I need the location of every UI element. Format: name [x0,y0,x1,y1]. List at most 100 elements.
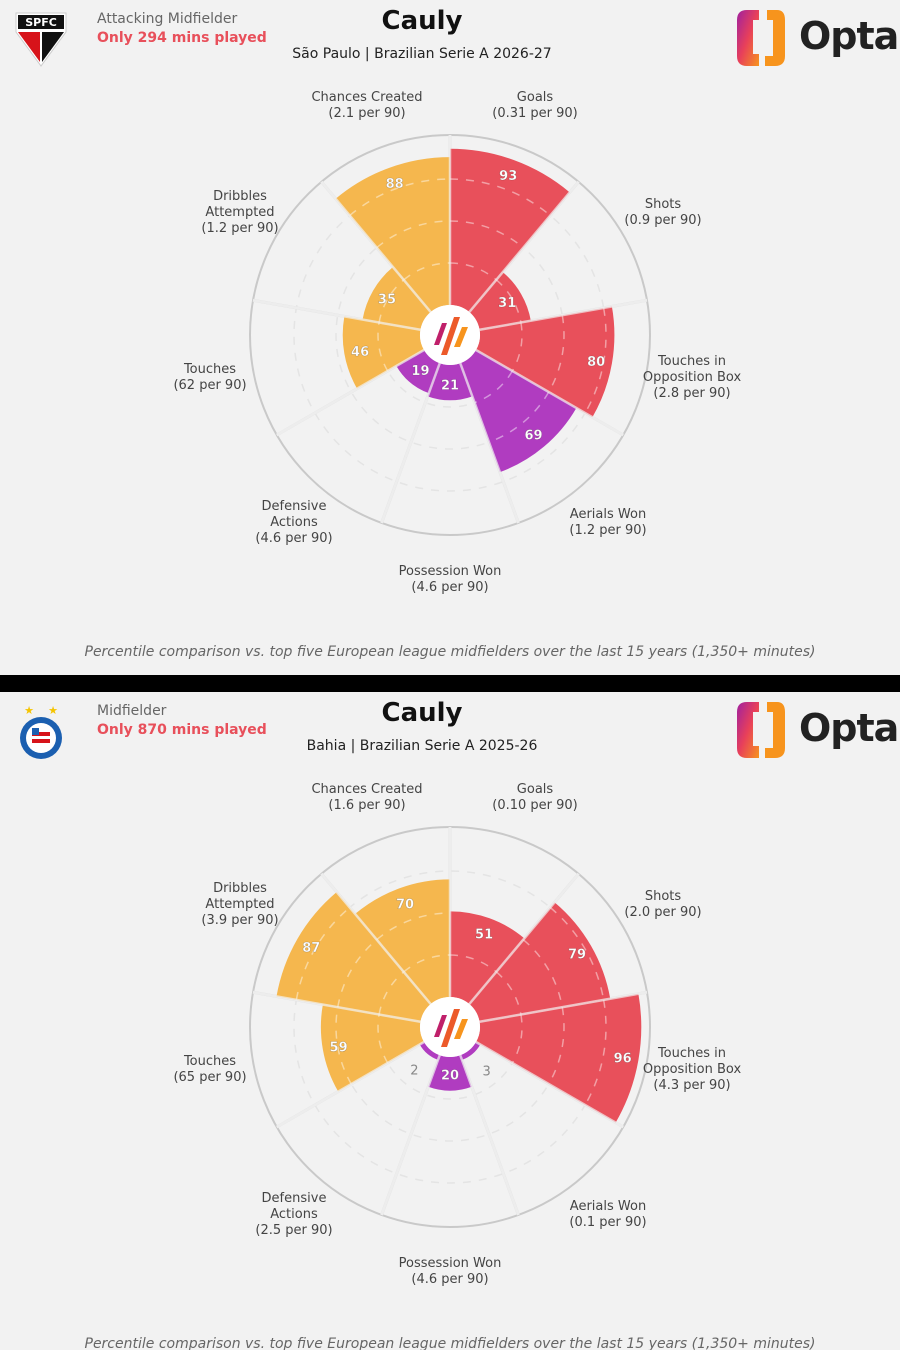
wedge-grid [403,954,451,973]
category-name: Goals [516,90,554,105]
category-name: Dribbles [213,881,267,896]
bahia-badge-icon: ★ ★ [20,704,62,759]
wedge-shots [469,272,531,330]
wedge-aerials-won [460,1042,481,1060]
category-label: Shots (0.9 per 90) [624,197,701,229]
wedge-grid [584,999,607,1106]
category-label: Aerials Won (1.2 per 90) [569,507,646,539]
wedge-touches [320,1004,425,1092]
wedge-grid [449,178,551,217]
per90-value: (1.2 per 90) [201,221,279,236]
category-name: Goals [516,782,554,797]
opta-bracket-icon [737,702,785,758]
wedge-dribbles-attempted [276,892,431,1022]
category-label: Possession Won (4.6 per 90) [399,1256,502,1288]
category-name: Touches in [657,354,727,369]
wedge-divider [320,872,432,1005]
wedge-grid [474,370,514,404]
value-label: 70 [396,897,414,912]
sao-paulo-badge-icon: SPFC [15,12,67,67]
category-name: Chances Created [311,90,423,105]
svg-text:SPFC: SPFC [25,16,57,29]
wedge-grid [511,322,523,372]
wedge-grid [548,315,565,393]
wedge-grid [377,1014,389,1064]
category-name: Defensive [261,1191,327,1206]
wedge-touches-in-opposition-box [475,306,615,418]
wedge-divider [276,348,425,437]
value-label: 96 [614,1051,632,1066]
wedge-grid [403,262,451,281]
category-label: Shots (2.0 per 90) [624,889,701,921]
wedge-dribbles-attempted [362,266,431,330]
category-name: Actions [270,1207,318,1222]
opta-mark-icon [434,317,468,355]
per90-value: (0.1 per 90) [569,1215,647,1230]
category-name: Possession Won [398,1256,502,1271]
category-name: Touches [183,362,237,377]
per90-value: (0.31 per 90) [492,106,578,121]
category-name: Opposition Box [642,370,742,385]
wedge-grid [378,971,405,1015]
pizza-chart: 51 79 96 3 20 2 59 87 70 [249,826,651,1228]
wedge-grid [336,939,378,1008]
wedge-grid [449,954,497,973]
per90-value: (0.10 per 90) [492,798,578,813]
category-label: Touches in Opposition Box (4.3 per 90) [643,1046,741,1094]
opta-mark-icon [434,1009,468,1047]
wedge-grid [335,1007,352,1085]
wedge-chances-created [335,157,450,313]
value-label: 69 [524,429,542,444]
category-name: Opposition Box [642,1062,742,1077]
wedge-divider [468,872,580,1005]
per90-value: (1.2 per 90) [569,523,647,538]
svg-text:★: ★ [24,704,34,717]
wedge-divider [252,299,421,332]
pizza-chart: 93 31 80 69 21 19 46 35 88 [249,134,651,536]
category-name: Dribbles [213,189,267,204]
wedge-grid [584,307,607,414]
wedge-divider [479,991,648,1024]
team-season: Bahia | Brazilian Serie A 2025-26 [306,738,538,754]
category-name: Aerials Won [569,507,647,522]
value-label: 93 [499,169,517,184]
per90-value: (0.9 per 90) [624,213,702,228]
wedge-grid [376,912,451,941]
per90-value: (4.6 per 90) [255,531,333,546]
category-name: Attempted [205,205,275,220]
opta-logo: Opta [735,698,899,762]
player-role: Midfielder [97,703,167,719]
wedge-grid [548,1007,565,1085]
value-label: 35 [378,293,396,308]
per90-value: (3.9 per 90) [201,913,279,928]
top-player-panel: 93 31 80 69 21 19 46 35 88 SPFC Attacking Midfie… [0,0,900,675]
category-name: Possession Won [398,564,502,579]
category-name: Touches [183,1054,237,1069]
wedge-divider [479,299,648,332]
value-label: 20 [441,1069,459,1084]
category-name: Aerials Won [569,1199,647,1214]
per90-value: (62 per 90) [173,378,247,393]
category-name: Shots [644,197,682,212]
category-label: Defensive Actions (2.5 per 90) [255,1191,332,1239]
per90-value: (4.6 per 90) [411,580,489,595]
wedge-shots [469,902,611,1022]
category-label: Chances Created (2.1 per 90) [311,90,422,122]
per90-value: (65 per 90) [173,1070,247,1085]
per90-value: (4.3 per 90) [653,1078,731,1093]
wedge-touches [342,316,425,389]
wedge-divider [475,348,624,437]
wedge-grid [495,971,522,1015]
wedge-grid [488,391,550,443]
svg-text:★: ★ [48,704,58,717]
category-label: Chances Created (1.6 per 90) [311,782,422,814]
player-name: Cauly [381,698,463,728]
wedge-touches-in-opposition-box [475,993,642,1123]
category-name: Chances Created [311,782,423,797]
value-label: 2 [410,1063,418,1078]
wedge-possession-won [427,363,473,401]
per90-value: (1.6 per 90) [328,798,406,813]
category-label: Goals (0.31 per 90) [492,90,578,122]
opta-bracket-icon [737,10,785,66]
wedge-grid [349,178,451,217]
